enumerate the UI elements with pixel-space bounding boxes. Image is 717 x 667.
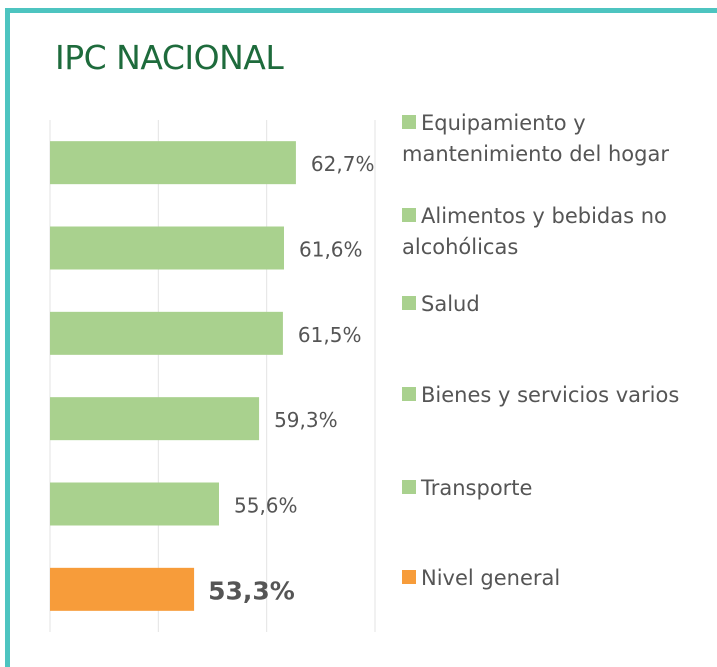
- data-label: 53,3%: [208, 576, 295, 605]
- legend-entry: Bienes y servicios varios: [402, 380, 702, 411]
- legend-entry: Transporte: [402, 473, 702, 504]
- bar: [50, 397, 260, 441]
- data-label: 55,6%: [234, 494, 298, 518]
- data-label: 59,3%: [274, 408, 338, 432]
- data-label: 61,6%: [299, 238, 363, 262]
- legend-entry: Nivel general: [402, 563, 702, 594]
- legend-swatch: [402, 480, 416, 494]
- legend-label: Equipamiento y mantenimiento del hogar: [402, 111, 669, 166]
- legend-swatch: [402, 208, 416, 222]
- bar: [50, 226, 284, 270]
- legend-label: Bienes y servicios varios: [421, 383, 680, 407]
- legend-swatch: [402, 115, 416, 129]
- legend-label: Alimentos y bebidas no alcohólicas: [402, 204, 667, 259]
- bar: [50, 567, 195, 611]
- legend-swatch: [402, 296, 416, 310]
- legend-label: Transporte: [421, 476, 533, 500]
- bar: [50, 482, 219, 526]
- frame: [5, 8, 717, 667]
- legend-entry: Equipamiento y mantenimiento del hogar: [402, 108, 702, 170]
- legend-swatch: [402, 387, 416, 401]
- legend-swatch: [402, 570, 416, 584]
- data-label: 62,7%: [311, 152, 375, 176]
- legend-entry: Salud: [402, 289, 702, 320]
- chart-title: IPC NACIONAL: [55, 38, 284, 77]
- data-label: 61,5%: [298, 323, 362, 347]
- bar: [50, 311, 283, 355]
- bar: [50, 141, 296, 185]
- legend-label: Nivel general: [421, 566, 561, 590]
- legend-label: Salud: [421, 292, 480, 316]
- legend-entry: Alimentos y bebidas no alcohólicas: [402, 201, 702, 263]
